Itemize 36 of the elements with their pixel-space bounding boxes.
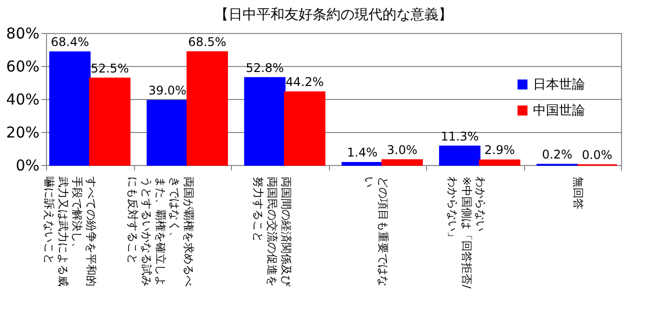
data-label: 39.0% bbox=[148, 84, 186, 98]
bar bbox=[186, 51, 228, 166]
x-tick-label: 無回答 bbox=[572, 176, 585, 210]
data-label: 11.3% bbox=[440, 129, 479, 144]
y-tick-label: 80% bbox=[6, 24, 40, 42]
x-tick-label: 両国が覇権を求めるべきではなく、また、覇権を確立しようとするいかなる試みにも反対すること bbox=[126, 176, 195, 286]
bar bbox=[146, 100, 188, 166]
bar bbox=[244, 77, 286, 166]
y-tick-label: 0% bbox=[16, 156, 40, 174]
y-tick-label: 20% bbox=[6, 124, 40, 142]
y-tick-label: 40% bbox=[6, 90, 40, 108]
data-label: 0.2% bbox=[542, 148, 572, 162]
x-tick-label: わからない※中国側は「回答拒否/わからない」 bbox=[446, 176, 488, 289]
bar bbox=[381, 159, 423, 166]
x-tick-label: どの項目も重要ではない bbox=[362, 176, 390, 286]
x-tick-label: すべての紛争を平和的手段で解決し、武力又は武力による威嚇に訴えないこと bbox=[42, 176, 98, 286]
bar bbox=[439, 146, 480, 166]
data-label: 2.9% bbox=[484, 143, 515, 158]
y-tick-label: 60% bbox=[6, 58, 40, 76]
bar bbox=[284, 91, 326, 166]
data-label: 52.8% bbox=[246, 60, 284, 75]
chart-title: 【日中平和友好条約の現代的な意義】 bbox=[214, 7, 452, 23]
data-label: 0.0% bbox=[582, 148, 612, 162]
bar bbox=[342, 162, 383, 166]
data-label: 44.2% bbox=[286, 75, 324, 90]
bar bbox=[478, 159, 520, 166]
legend-label: 中国世論 bbox=[533, 104, 585, 118]
bar bbox=[89, 78, 130, 166]
data-label: 68.5% bbox=[188, 34, 226, 49]
data-label: 52.5% bbox=[90, 61, 129, 76]
bar bbox=[49, 51, 91, 166]
data-label: 3.0% bbox=[386, 143, 418, 158]
data-label: 1.4% bbox=[347, 146, 378, 160]
legend-label: 日本世論 bbox=[533, 78, 585, 92]
data-label: 68.4% bbox=[50, 35, 89, 50]
x-tick-label: 両国間の経済関係及び両国民の交流の促進を努力すること bbox=[251, 176, 292, 288]
